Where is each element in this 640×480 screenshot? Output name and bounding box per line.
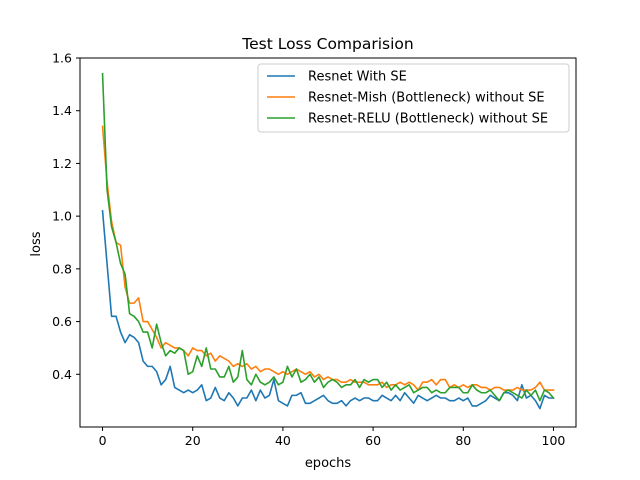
legend-label-2: Resnet-Mish (Bottleneck) without SE [308, 91, 545, 106]
y-tick-label: 1.0 [52, 209, 72, 224]
chart-title: Test Loss Comparision [241, 35, 413, 53]
x-tick-label: 80 [455, 433, 471, 448]
legend-label-3: Resnet-RELU (Bottleneck) without SE [308, 112, 548, 127]
x-tick-label: 40 [275, 433, 291, 448]
x-axis-label: epochs [305, 456, 352, 471]
axes: 0 20 40 60 80 100 0.4 0.6 0.8 1.0 1.2 1.4 1.6 [52, 51, 577, 448]
legend-box [257, 63, 570, 133]
x-tick-label: 20 [185, 433, 201, 448]
series-line-1 [101, 210, 555, 410]
legend: Resnet With SE Resnet-Mish (Bottleneck) w… [257, 63, 570, 133]
y-tick-label: 1.4 [52, 103, 72, 118]
series-line-3 [101, 72, 555, 402]
legend-label-1: Resnet With SE [308, 70, 407, 85]
x-tick-label: 0 [99, 433, 107, 448]
x-tick-label: 60 [365, 433, 381, 448]
y-tick-label: 0.6 [52, 314, 72, 329]
series-line-2 [101, 125, 555, 391]
y-tick-label: 1.6 [52, 51, 72, 66]
y-tick-label: 1.2 [52, 156, 72, 171]
y-tick-label: 0.8 [52, 261, 72, 276]
x-tick-label: 100 [542, 433, 566, 448]
y-axis-label: loss [29, 231, 44, 256]
y-tick-label: 0.4 [52, 367, 72, 382]
axes-frame [79, 57, 577, 428]
plot-area [101, 72, 555, 410]
